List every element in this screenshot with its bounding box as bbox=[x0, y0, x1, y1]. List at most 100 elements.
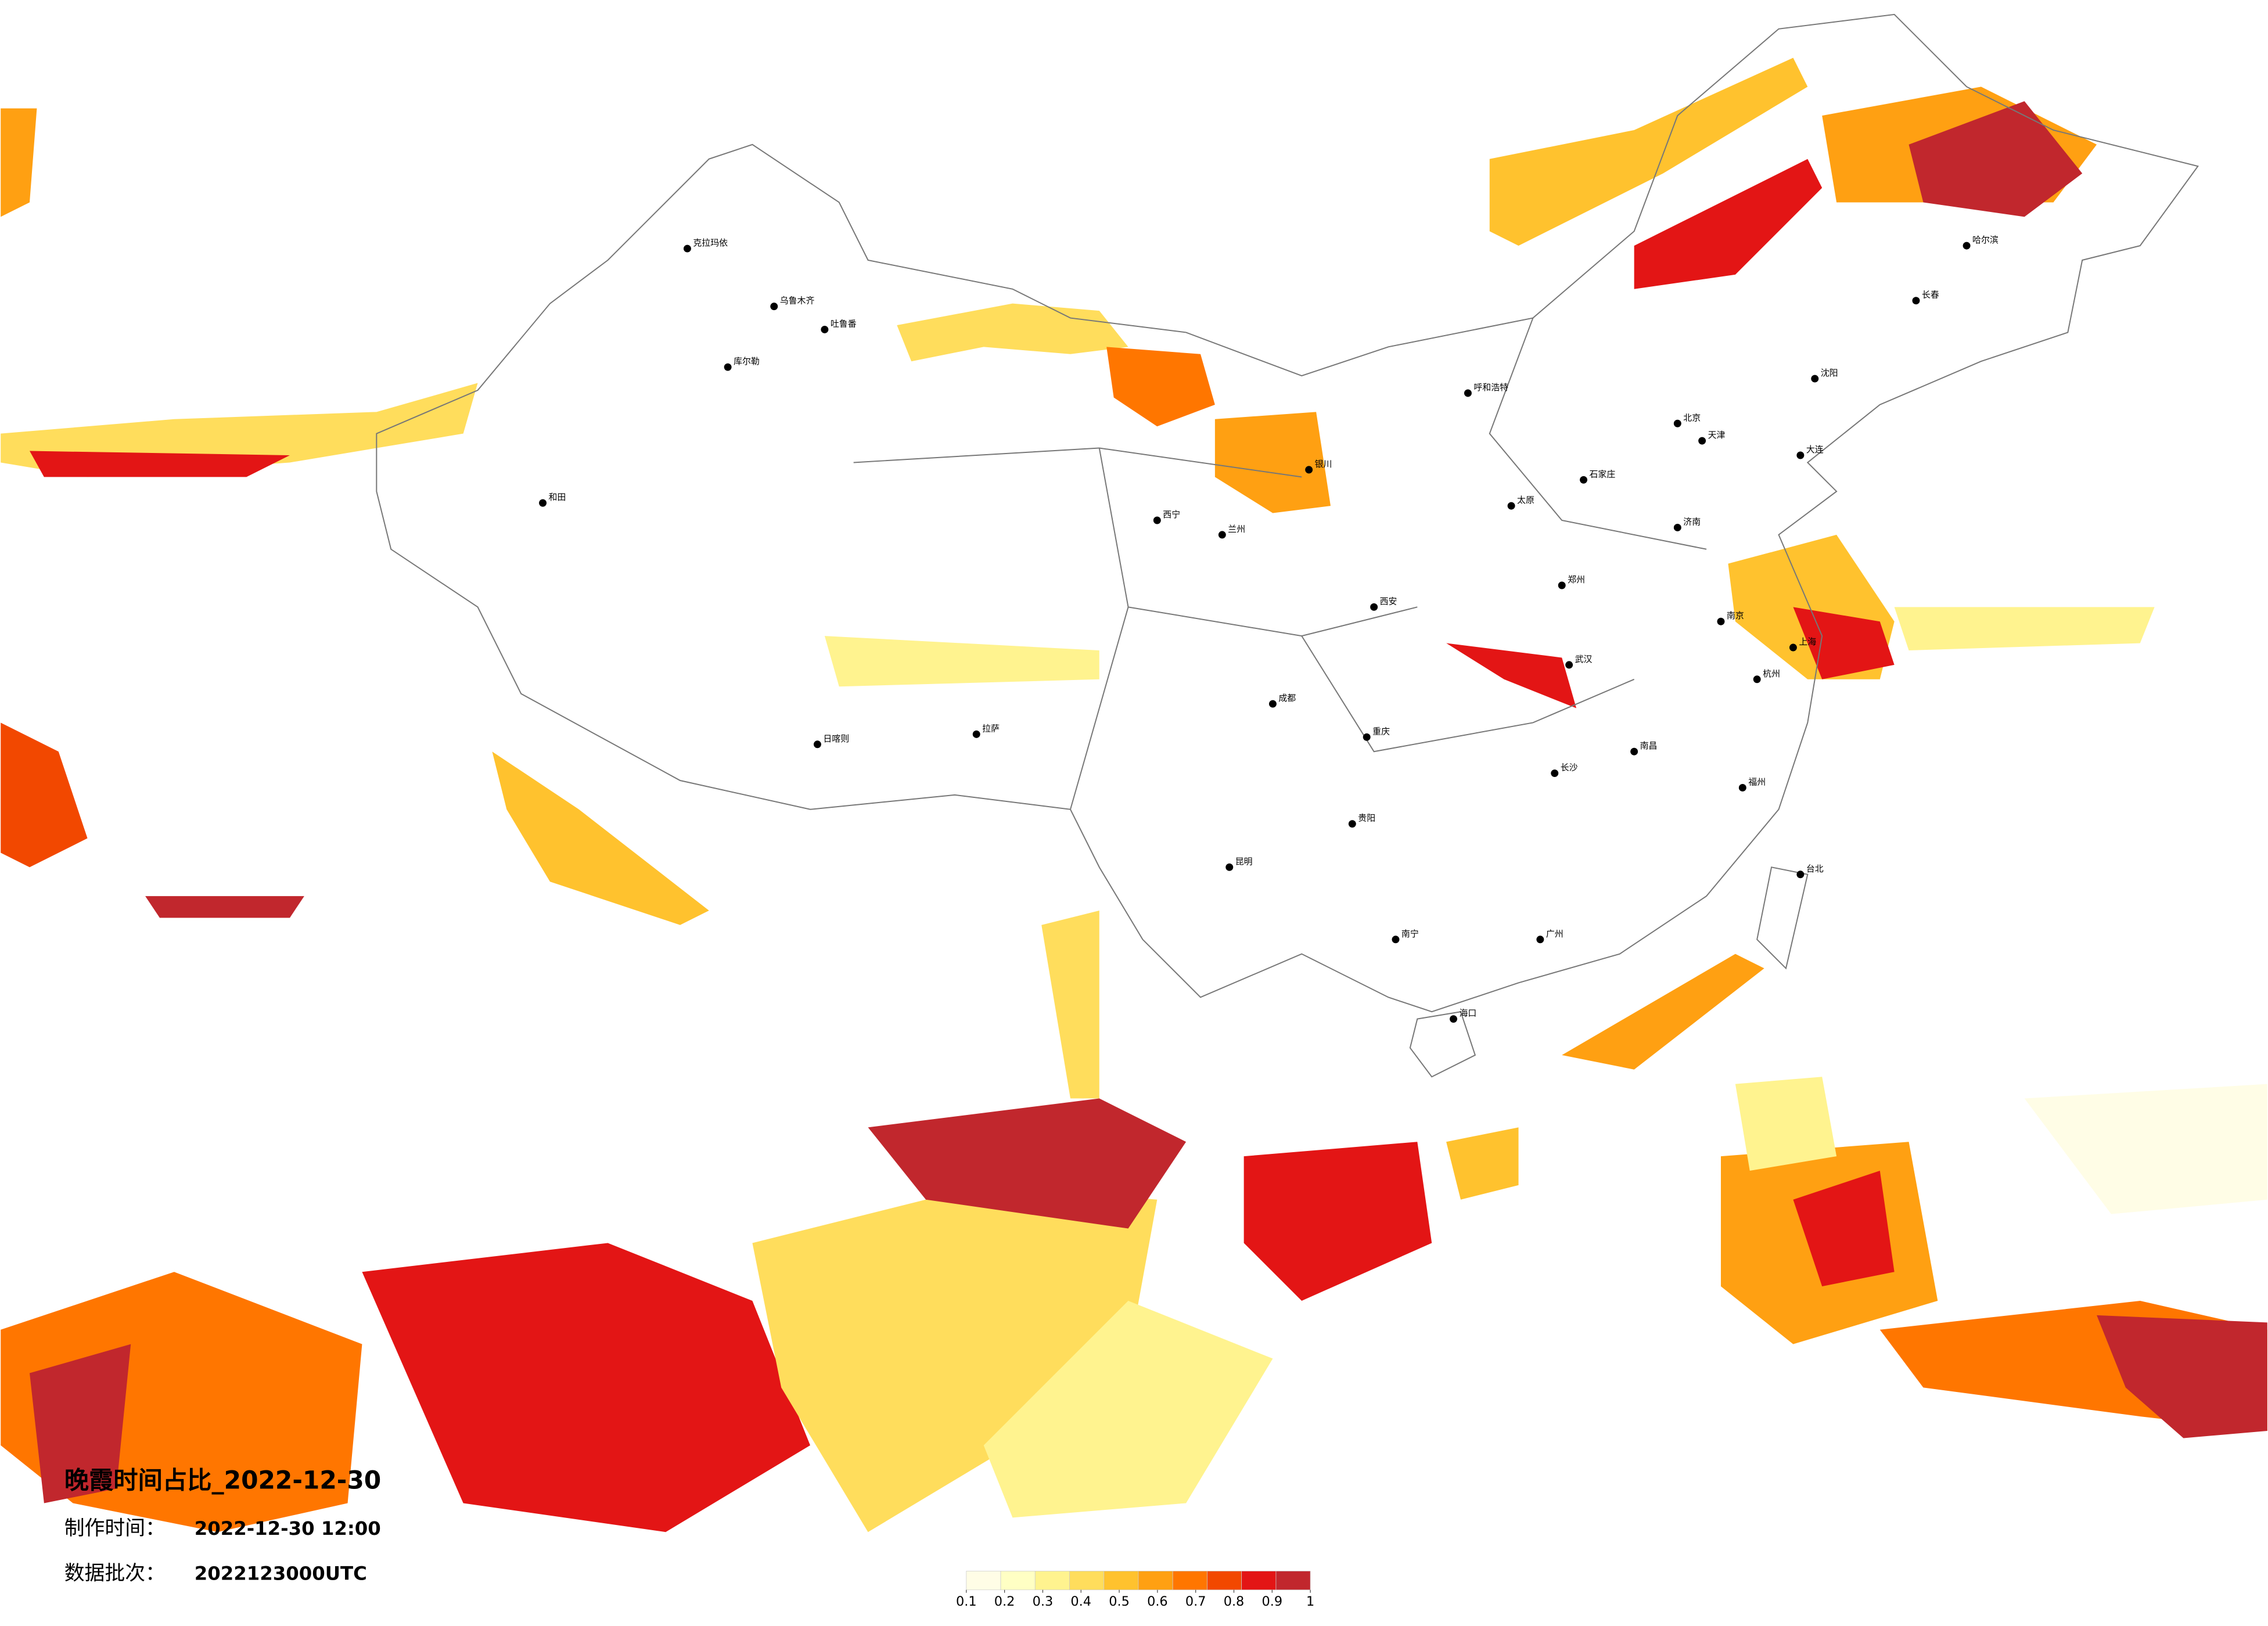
city-dot bbox=[1580, 476, 1588, 484]
city-dot bbox=[1789, 643, 1797, 652]
city-dot bbox=[1450, 1015, 1458, 1023]
city-label: 太原 bbox=[1517, 495, 1534, 505]
legend-swatch bbox=[1241, 1571, 1277, 1591]
city-dot bbox=[1796, 451, 1805, 459]
legend-tick-label: 0.8 bbox=[1224, 1594, 1245, 1609]
legend-tick-label: 1 bbox=[1306, 1594, 1314, 1609]
city-dot bbox=[972, 730, 980, 738]
city-label: 大连 bbox=[1806, 444, 1824, 455]
city-label: 拉萨 bbox=[982, 723, 1000, 733]
city-label: 贵阳 bbox=[1358, 813, 1375, 823]
city-label: 长沙 bbox=[1561, 762, 1578, 773]
city-label: 海口 bbox=[1460, 1008, 1477, 1019]
legend-tick-label: 0.5 bbox=[1109, 1594, 1130, 1609]
city-label: 重庆 bbox=[1372, 726, 1390, 736]
city-dot bbox=[1363, 733, 1371, 741]
data-batch-label: 数据批次： bbox=[64, 1562, 166, 1585]
city-dot bbox=[1796, 870, 1805, 879]
city-label: 济南 bbox=[1683, 516, 1701, 527]
legend-swatch bbox=[1138, 1571, 1173, 1591]
legend-tick-label: 0.6 bbox=[1147, 1594, 1168, 1609]
city-label: 北京 bbox=[1683, 412, 1701, 423]
city-label: 克拉玛依 bbox=[693, 238, 728, 248]
legend-swatch bbox=[966, 1571, 1001, 1591]
city-label: 乌鲁木齐 bbox=[780, 296, 815, 306]
city-label: 和田 bbox=[549, 492, 566, 502]
city-dot bbox=[1698, 437, 1706, 445]
city-label: 吐鲁番 bbox=[831, 318, 857, 329]
legend-tick-label: 0.7 bbox=[1185, 1594, 1206, 1609]
city-dot bbox=[1268, 700, 1277, 708]
city-dot bbox=[724, 363, 732, 371]
legend-swatch bbox=[1104, 1571, 1139, 1591]
legend-tick-label: 0.4 bbox=[1070, 1594, 1091, 1609]
city-dot bbox=[813, 740, 821, 749]
city-dot bbox=[1507, 502, 1515, 510]
city-dot bbox=[1153, 516, 1161, 524]
legend-swatch bbox=[1069, 1571, 1105, 1591]
city-label: 长春 bbox=[1922, 290, 1939, 300]
city-dot bbox=[1565, 661, 1573, 669]
city-dot bbox=[1753, 675, 1761, 684]
legend-tick-label: 0.2 bbox=[994, 1594, 1015, 1609]
city-label: 天津 bbox=[1708, 430, 1726, 440]
city-label: 广州 bbox=[1546, 929, 1563, 939]
production-time-value: 2022-12-30 12:00 bbox=[195, 1517, 381, 1539]
legend-tick-label: 0.3 bbox=[1033, 1594, 1054, 1609]
city-label: 兰州 bbox=[1228, 524, 1245, 534]
city-label: 郑州 bbox=[1568, 574, 1585, 585]
city-label: 库尔勒 bbox=[734, 356, 760, 366]
city-dot bbox=[1673, 523, 1681, 531]
production-time-label: 制作时间： bbox=[64, 1517, 166, 1540]
city-label: 沈阳 bbox=[1821, 368, 1838, 378]
data-batch-value: 2022123000UTC bbox=[195, 1562, 367, 1584]
city-label: 成都 bbox=[1278, 693, 1296, 703]
city-label: 西安 bbox=[1380, 596, 1397, 606]
city-label: 南京 bbox=[1727, 610, 1744, 621]
legend-swatch bbox=[1172, 1571, 1207, 1591]
city-dot bbox=[1464, 389, 1472, 397]
city-dot bbox=[1551, 769, 1559, 778]
city-dot bbox=[1630, 747, 1638, 756]
city-dot bbox=[1370, 603, 1378, 611]
city-label: 石家庄 bbox=[1590, 469, 1616, 479]
city-label: 呼和浩特 bbox=[1473, 382, 1508, 393]
city-label: 台北 bbox=[1806, 864, 1824, 874]
city-dot bbox=[821, 325, 829, 333]
city-dot bbox=[1811, 375, 1819, 383]
city-dot bbox=[1963, 242, 1971, 250]
sunset-fields bbox=[1, 57, 2267, 1533]
city-dot bbox=[1392, 936, 1400, 944]
legend-swatch bbox=[1000, 1571, 1036, 1591]
legend-swatch bbox=[1207, 1571, 1242, 1591]
city-dot bbox=[1738, 783, 1746, 792]
city-dot bbox=[1348, 820, 1356, 828]
city-dot bbox=[770, 303, 778, 311]
legend-tick-label: 0.1 bbox=[956, 1594, 977, 1609]
boundaries bbox=[376, 13, 2199, 1078]
city-dot bbox=[539, 499, 547, 507]
legend-swatch bbox=[1034, 1571, 1070, 1591]
map-title: 晚霞时间占比_2022-12-30 bbox=[64, 1466, 381, 1495]
legend: 0.1 0.2 0.3 0.4 0.5 0.6 0.7 0.8 0.9 1 bbox=[956, 1571, 1314, 1609]
city-label: 哈尔滨 bbox=[1972, 235, 1999, 245]
city-label: 上海 bbox=[1799, 636, 1816, 647]
city-dot bbox=[1225, 863, 1234, 871]
city-label: 南宁 bbox=[1401, 929, 1419, 939]
city-label: 武汉 bbox=[1575, 654, 1593, 664]
city-dot bbox=[1536, 936, 1544, 944]
legend-tick-label: 0.9 bbox=[1262, 1594, 1283, 1609]
city-dot bbox=[1218, 531, 1226, 539]
city-dot bbox=[1305, 466, 1313, 474]
city-label: 杭州 bbox=[1763, 668, 1780, 679]
city-label: 福州 bbox=[1748, 776, 1766, 787]
city-dot bbox=[1717, 617, 1725, 625]
legend-swatch bbox=[1275, 1571, 1311, 1591]
city-label: 南昌 bbox=[1640, 740, 1658, 751]
city-dot bbox=[1673, 419, 1681, 427]
city-dot bbox=[1912, 297, 1920, 305]
city-label: 昆明 bbox=[1235, 856, 1253, 866]
city-label: 银川 bbox=[1315, 459, 1332, 469]
